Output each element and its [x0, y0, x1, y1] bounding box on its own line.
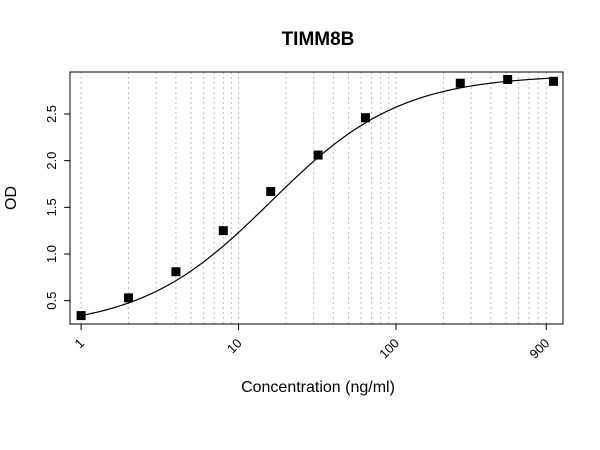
data-point	[503, 74, 513, 84]
data-point	[218, 226, 228, 236]
x-axis: 1 10 100 900	[72, 324, 552, 362]
chart-title: TIMM8B	[282, 29, 355, 50]
plot-frame	[69, 71, 564, 325]
data-point	[360, 113, 370, 123]
y-tick-label: 1.0	[44, 245, 59, 263]
grid-lines	[80, 72, 547, 324]
data-point	[171, 267, 181, 277]
x-axis-label: Concentration (ng/ml)	[241, 379, 395, 396]
data-point	[548, 76, 558, 86]
data-point	[313, 150, 323, 160]
y-tick-label: 2.0	[44, 152, 59, 170]
x-tick-label: 100	[376, 336, 402, 362]
data-point	[455, 78, 465, 88]
x-tick-label: 10	[224, 336, 245, 357]
y-axis: 0.5 1.0 1.5 2.0 2.5	[44, 105, 70, 310]
data-points	[76, 74, 558, 321]
x-tick-label: 900	[526, 336, 552, 362]
data-point	[124, 293, 134, 303]
data-point	[76, 311, 86, 321]
y-tick-label: 1.5	[44, 198, 59, 216]
y-axis-label: OD	[3, 186, 20, 210]
x-tick-label: 1	[72, 336, 88, 352]
y-tick-label: 2.5	[44, 105, 59, 123]
y-tick-label: 0.5	[44, 292, 59, 310]
data-point	[266, 186, 276, 196]
fit-curve	[80, 77, 554, 317]
